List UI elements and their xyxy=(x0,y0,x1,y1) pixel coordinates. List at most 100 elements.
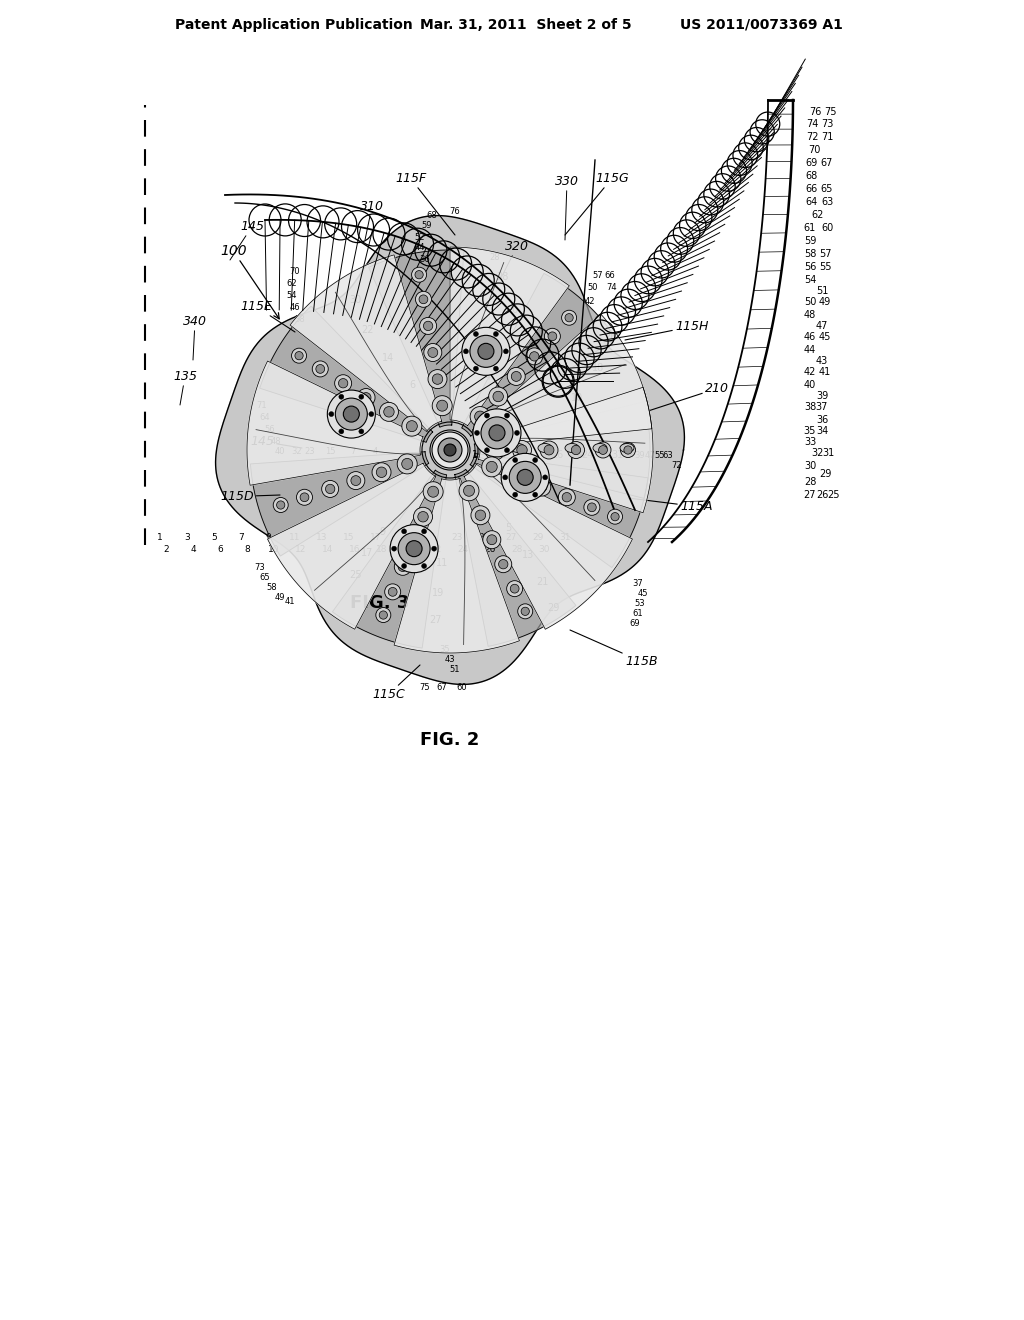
Text: 12: 12 xyxy=(295,544,306,553)
Circle shape xyxy=(488,387,508,407)
Text: 21: 21 xyxy=(424,532,435,541)
Circle shape xyxy=(397,454,417,474)
Text: 4: 4 xyxy=(190,544,196,553)
Polygon shape xyxy=(251,451,429,556)
Text: 28: 28 xyxy=(804,477,816,487)
Text: 25: 25 xyxy=(826,490,840,500)
Circle shape xyxy=(292,348,306,363)
Circle shape xyxy=(494,331,499,337)
Circle shape xyxy=(428,370,447,388)
Text: 2: 2 xyxy=(485,414,492,425)
Text: 39: 39 xyxy=(635,450,645,459)
Circle shape xyxy=(471,506,489,525)
Circle shape xyxy=(424,321,433,330)
Circle shape xyxy=(339,429,344,434)
Circle shape xyxy=(607,510,623,524)
Text: 68: 68 xyxy=(427,210,437,219)
Text: 70: 70 xyxy=(290,268,300,276)
Circle shape xyxy=(478,343,494,359)
Text: 29: 29 xyxy=(547,603,559,612)
Text: 22: 22 xyxy=(361,325,374,335)
Text: 40: 40 xyxy=(274,447,286,457)
Circle shape xyxy=(432,374,442,384)
Circle shape xyxy=(505,447,510,453)
Circle shape xyxy=(444,444,456,455)
Circle shape xyxy=(540,441,558,459)
Circle shape xyxy=(562,492,571,502)
Text: 51: 51 xyxy=(450,665,460,675)
Text: 54: 54 xyxy=(287,292,297,301)
Polygon shape xyxy=(216,215,684,684)
Ellipse shape xyxy=(538,444,552,453)
Circle shape xyxy=(561,310,577,325)
Ellipse shape xyxy=(511,444,525,453)
Circle shape xyxy=(537,482,547,492)
Text: 4: 4 xyxy=(373,447,378,457)
Circle shape xyxy=(335,375,351,392)
Circle shape xyxy=(529,351,539,362)
Circle shape xyxy=(462,327,510,375)
Text: 3: 3 xyxy=(499,450,505,459)
Text: 54: 54 xyxy=(804,275,816,285)
Circle shape xyxy=(510,585,519,593)
Circle shape xyxy=(398,533,430,565)
Circle shape xyxy=(475,510,485,520)
Circle shape xyxy=(571,445,581,454)
Circle shape xyxy=(511,371,521,381)
Text: 37: 37 xyxy=(816,403,828,412)
Text: 26: 26 xyxy=(484,544,496,553)
Circle shape xyxy=(419,294,428,304)
Text: 64: 64 xyxy=(260,412,270,421)
Text: 71: 71 xyxy=(257,400,267,409)
Text: 37: 37 xyxy=(633,578,643,587)
Polygon shape xyxy=(470,454,648,568)
Text: 36: 36 xyxy=(420,255,430,264)
Text: 19: 19 xyxy=(432,587,444,598)
Text: 35: 35 xyxy=(804,426,816,436)
Circle shape xyxy=(358,429,364,434)
Circle shape xyxy=(525,348,543,364)
Circle shape xyxy=(432,396,453,416)
Text: 38: 38 xyxy=(804,403,816,412)
Circle shape xyxy=(499,560,508,569)
Text: 20: 20 xyxy=(506,305,518,315)
Text: 23: 23 xyxy=(305,447,315,457)
Text: 63: 63 xyxy=(663,450,674,459)
Text: 1: 1 xyxy=(157,532,163,541)
Circle shape xyxy=(424,343,441,362)
Text: 24: 24 xyxy=(581,450,593,459)
Text: 57: 57 xyxy=(819,249,831,259)
Text: 9: 9 xyxy=(265,532,271,541)
Text: 28: 28 xyxy=(511,544,522,553)
Circle shape xyxy=(558,488,575,506)
Text: 100: 100 xyxy=(220,244,280,319)
Circle shape xyxy=(621,442,636,458)
Circle shape xyxy=(532,458,538,462)
Text: 30: 30 xyxy=(539,544,550,553)
Text: 15: 15 xyxy=(343,532,354,541)
Circle shape xyxy=(567,441,585,458)
Text: 115A: 115A xyxy=(628,498,713,513)
Polygon shape xyxy=(260,306,432,442)
Circle shape xyxy=(408,537,418,546)
Text: 30: 30 xyxy=(349,294,361,305)
Text: 60: 60 xyxy=(821,223,834,234)
Text: 55: 55 xyxy=(819,263,831,272)
Text: 76: 76 xyxy=(450,207,461,216)
Text: 32: 32 xyxy=(812,447,824,458)
Text: 71: 71 xyxy=(821,132,834,143)
Circle shape xyxy=(512,471,522,482)
Text: 34: 34 xyxy=(816,426,828,436)
Circle shape xyxy=(543,475,548,480)
Polygon shape xyxy=(472,314,652,447)
Text: 73: 73 xyxy=(821,119,834,129)
Circle shape xyxy=(481,417,513,449)
Text: 33: 33 xyxy=(804,437,816,447)
Circle shape xyxy=(329,412,334,417)
Circle shape xyxy=(584,499,600,515)
Circle shape xyxy=(517,445,527,455)
Polygon shape xyxy=(462,273,615,436)
Circle shape xyxy=(423,482,443,502)
Text: 6: 6 xyxy=(409,380,415,389)
Text: 10: 10 xyxy=(570,393,583,403)
